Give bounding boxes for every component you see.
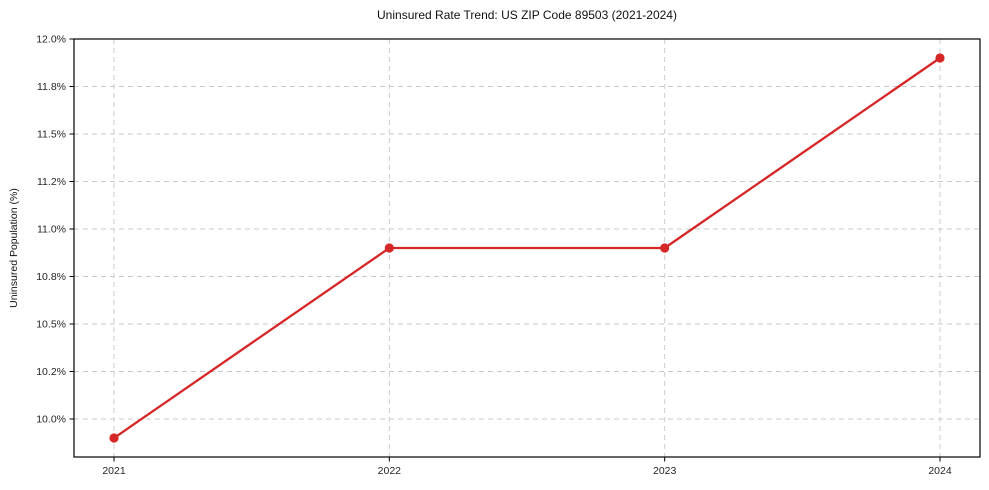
y-tick-label: 10.0% (36, 414, 66, 426)
x-tick-label: 2022 (378, 465, 402, 477)
y-tick-label: 11.5% (37, 129, 66, 141)
x-tick-label: 2021 (102, 465, 126, 477)
plot-border (73, 38, 981, 458)
x-tick-label: 2024 (928, 465, 952, 477)
y-tick-label: 11.8% (37, 81, 66, 93)
data-point-marker (109, 433, 119, 443)
y-tick-label: 11.0% (37, 224, 66, 236)
x-tick-label: 2023 (653, 465, 677, 477)
data-point-marker (660, 243, 670, 253)
y-tick-label: 10.5% (36, 319, 66, 331)
y-tick-label: 12.0% (36, 34, 66, 46)
data-point-marker (935, 53, 945, 63)
y-tick-label: 10.8% (36, 271, 66, 283)
y-tick-label: 10.2% (36, 366, 66, 378)
trend-line (112, 56, 942, 440)
data-point-marker (384, 243, 394, 253)
y-tick-label: 11.2% (37, 176, 66, 188)
chart-title: Uninsured Rate Trend: US ZIP Code 89503 … (377, 8, 677, 22)
